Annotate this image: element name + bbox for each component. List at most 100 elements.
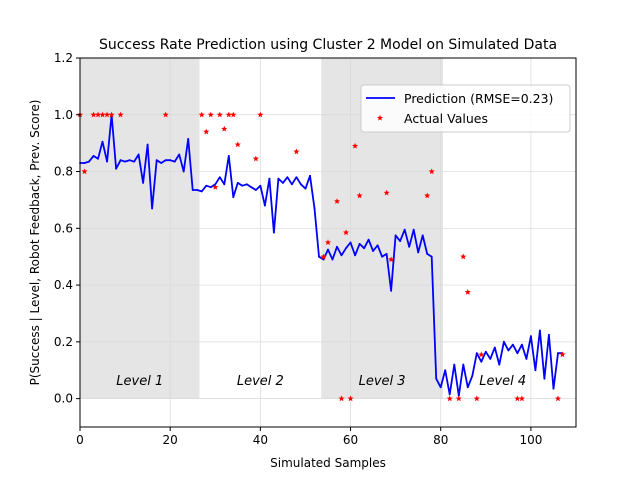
actual-value-point <box>99 111 106 118</box>
prediction-point <box>227 155 230 157</box>
prediction-point <box>286 176 289 179</box>
y-tick-label: 1.0 <box>54 108 73 122</box>
actual-value-point <box>464 288 471 295</box>
prediction-point <box>295 176 298 179</box>
x-tick-label: 100 <box>519 433 542 447</box>
legend-label-actual: Actual Values <box>404 111 488 126</box>
prediction-point <box>142 181 145 184</box>
x-tick-label: 60 <box>343 433 358 447</box>
prediction-point <box>408 245 411 248</box>
prediction-point <box>106 160 108 163</box>
prediction-point <box>516 352 519 355</box>
prediction-point <box>363 247 365 250</box>
actual-value-point <box>473 395 480 402</box>
actual-value-point <box>428 168 435 175</box>
legend-box <box>360 84 571 133</box>
level-label-3: Level 3 <box>359 374 406 389</box>
prediction-point <box>160 162 163 164</box>
prediction-point <box>254 189 257 191</box>
y-tick-label: 0.8 <box>54 165 73 179</box>
prediction-point <box>530 335 532 338</box>
plot-frame <box>79 57 577 428</box>
prediction-point <box>534 369 537 372</box>
actual-value-point <box>162 111 169 118</box>
prediction-point <box>272 231 275 234</box>
prediction-point <box>236 181 239 184</box>
prediction-point <box>245 183 248 186</box>
prediction-point <box>187 137 190 140</box>
prediction-point <box>520 343 523 346</box>
prediction-point <box>394 234 397 237</box>
actual-value-point <box>104 111 111 118</box>
prediction-point <box>557 352 559 355</box>
prediction-point <box>336 245 338 248</box>
prediction-point <box>146 143 149 146</box>
prediction-point <box>200 190 203 193</box>
level-label-1: Level 1 <box>116 374 163 389</box>
prediction-point <box>304 187 307 190</box>
prediction-point <box>399 240 402 242</box>
prediction-point <box>358 243 361 245</box>
actual-value-point <box>81 168 88 175</box>
prediction-point <box>471 375 474 377</box>
actual-value-point <box>117 111 124 118</box>
prediction-point <box>403 228 406 231</box>
actual-values-series <box>76 111 566 402</box>
prediction-point <box>507 349 510 352</box>
prediction-point <box>205 184 208 187</box>
prediction-point <box>475 352 478 355</box>
prediction-point <box>155 159 158 162</box>
prediction-point <box>119 159 122 162</box>
actual-value-point <box>234 141 241 148</box>
actual-value-point <box>216 111 223 118</box>
actual-value-point <box>478 351 485 358</box>
x-tick-label: 20 <box>163 433 178 447</box>
prediction-point <box>291 183 293 186</box>
actual-value-point <box>230 111 237 118</box>
level-label-2: Level 2 <box>237 374 284 389</box>
actual-value-point <box>225 111 232 118</box>
prediction-point <box>426 252 429 255</box>
x-tick-label: 0 <box>76 433 84 447</box>
prediction-point <box>511 343 514 346</box>
prediction-point <box>263 204 266 207</box>
y-tick-label: 1.2 <box>54 51 73 65</box>
actual-value-point <box>514 395 521 402</box>
prediction-point <box>137 153 140 156</box>
actual-value-point <box>198 111 205 118</box>
actual-value-point <box>252 155 259 162</box>
prediction-point <box>543 377 546 380</box>
actual-value-point <box>221 125 228 132</box>
prediction-point <box>453 363 456 366</box>
prediction-point <box>354 254 356 257</box>
prediction-point <box>444 369 447 372</box>
prediction-point <box>430 255 433 258</box>
prediction-point <box>101 140 104 143</box>
prediction-point <box>250 186 253 189</box>
prediction-point <box>448 393 451 396</box>
prediction-point <box>525 357 528 360</box>
prediction-point <box>318 255 320 258</box>
actual-value-point <box>347 395 354 402</box>
y-tick-label: 0.0 <box>54 392 73 406</box>
prediction-point <box>124 160 126 163</box>
prediction-point <box>381 255 384 258</box>
actual-value-point <box>293 148 300 155</box>
prediction-point <box>349 241 352 244</box>
prediction-point <box>322 258 325 261</box>
actual-value-point <box>356 192 363 199</box>
legend: Prediction (RMSE=0.23) Actual Values <box>360 84 571 133</box>
actual-value-point <box>338 395 345 402</box>
prediction-point <box>151 207 154 210</box>
actual-value-point <box>90 111 97 118</box>
actual-value-point <box>333 198 341 204</box>
x-axis-label: Simulated Samples <box>270 456 386 470</box>
actual-value-point <box>320 253 327 260</box>
prediction-point <box>376 244 379 247</box>
level-label-4: Level 4 <box>479 374 526 389</box>
x-tick-label: 80 <box>433 433 448 447</box>
prediction-point <box>493 346 496 349</box>
prediction-point <box>372 250 374 252</box>
prediction-point <box>97 157 99 160</box>
prediction-point <box>164 159 167 162</box>
